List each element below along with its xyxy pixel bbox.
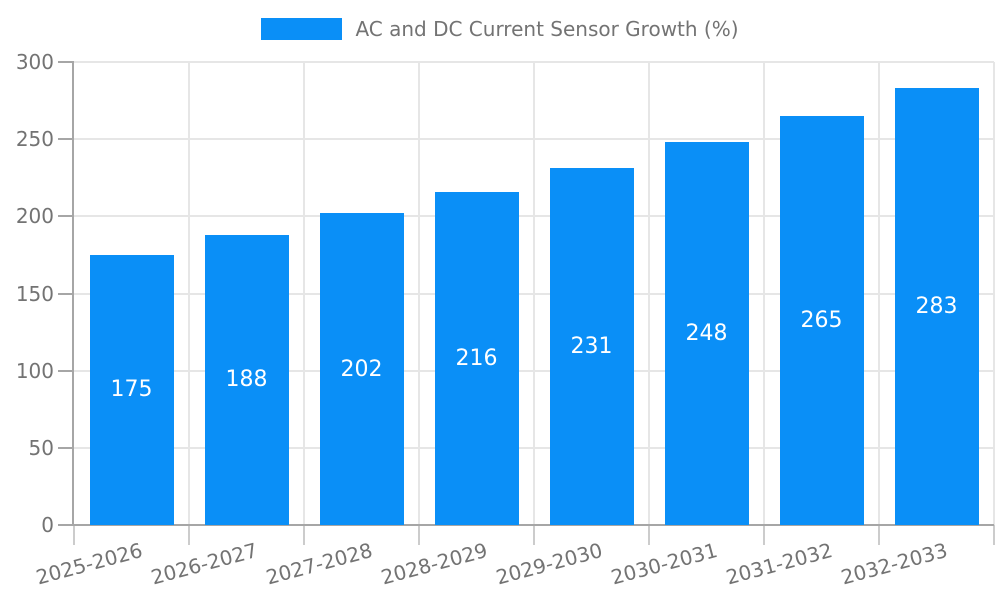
y-tick-label: 50 bbox=[28, 435, 54, 460]
y-tick-label: 100 bbox=[15, 358, 54, 383]
bar-value-label: 216 bbox=[455, 345, 498, 371]
x-gridline bbox=[188, 62, 190, 525]
y-tick bbox=[58, 524, 74, 526]
y-tick bbox=[58, 61, 74, 63]
x-tick bbox=[878, 525, 880, 545]
y-tick-label: 0 bbox=[41, 513, 54, 537]
x-tick bbox=[303, 525, 305, 545]
x-gridline bbox=[533, 62, 535, 525]
x-tick bbox=[763, 525, 765, 545]
x-tick-label: 2031-2032 bbox=[723, 538, 836, 590]
x-tick-label: 2028-2029 bbox=[378, 538, 491, 590]
y-tick bbox=[58, 138, 74, 141]
bar-value-label: 283 bbox=[915, 294, 958, 320]
legend-swatch-icon bbox=[261, 18, 343, 40]
x-tick bbox=[533, 525, 535, 545]
bar-value-label: 175 bbox=[110, 377, 153, 403]
bar-value-label: 231 bbox=[570, 334, 613, 360]
y-tick-label: 150 bbox=[15, 281, 54, 306]
bar[interactable]: 216 bbox=[434, 191, 519, 525]
y-axis-line bbox=[72, 62, 74, 525]
y-tick bbox=[58, 369, 74, 372]
x-gridline bbox=[878, 62, 880, 525]
y-tick-label: 250 bbox=[15, 127, 54, 152]
y-tick bbox=[58, 292, 74, 295]
legend: AC and DC Current Sensor Growth (%) bbox=[0, 17, 1000, 41]
x-tick bbox=[993, 525, 995, 545]
bar-value-label: 202 bbox=[340, 356, 383, 382]
bar[interactable]: 188 bbox=[204, 234, 289, 525]
legend-item[interactable]: AC and DC Current Sensor Growth (%) bbox=[261, 17, 739, 41]
bar[interactable]: 175 bbox=[89, 254, 174, 525]
x-tick-label: 2027-2028 bbox=[263, 538, 376, 590]
x-gridline bbox=[648, 62, 650, 525]
x-tick-label: 2029-2030 bbox=[493, 538, 606, 590]
x-tick bbox=[648, 525, 650, 545]
x-tick-label: 2032-2033 bbox=[838, 538, 951, 590]
x-tick bbox=[418, 525, 420, 545]
x-gridline bbox=[993, 62, 995, 525]
bar[interactable]: 231 bbox=[549, 168, 634, 525]
x-tick-label: 2030-2031 bbox=[608, 538, 721, 590]
x-tick bbox=[188, 525, 190, 545]
bar-value-label: 248 bbox=[685, 321, 728, 347]
bar[interactable]: 265 bbox=[779, 116, 864, 525]
x-tick-label: 2025-2026 bbox=[33, 538, 146, 590]
x-axis-line bbox=[72, 524, 994, 526]
x-tick bbox=[73, 525, 75, 545]
y-tick bbox=[58, 446, 74, 449]
x-gridline bbox=[763, 62, 765, 525]
y-tick-label: 300 bbox=[15, 50, 54, 74]
x-gridline bbox=[418, 62, 420, 525]
x-gridline bbox=[303, 62, 305, 525]
bar-value-label: 188 bbox=[225, 367, 268, 393]
y-tick bbox=[58, 215, 74, 218]
bar[interactable]: 283 bbox=[894, 88, 979, 525]
bar[interactable]: 248 bbox=[664, 142, 749, 525]
bar[interactable]: 202 bbox=[319, 213, 404, 525]
bar-value-label: 265 bbox=[800, 308, 843, 333]
legend-label: AC and DC Current Sensor Growth (%) bbox=[355, 17, 739, 41]
y-tick-label: 200 bbox=[15, 204, 54, 229]
x-tick-label: 2026-2027 bbox=[148, 538, 261, 590]
